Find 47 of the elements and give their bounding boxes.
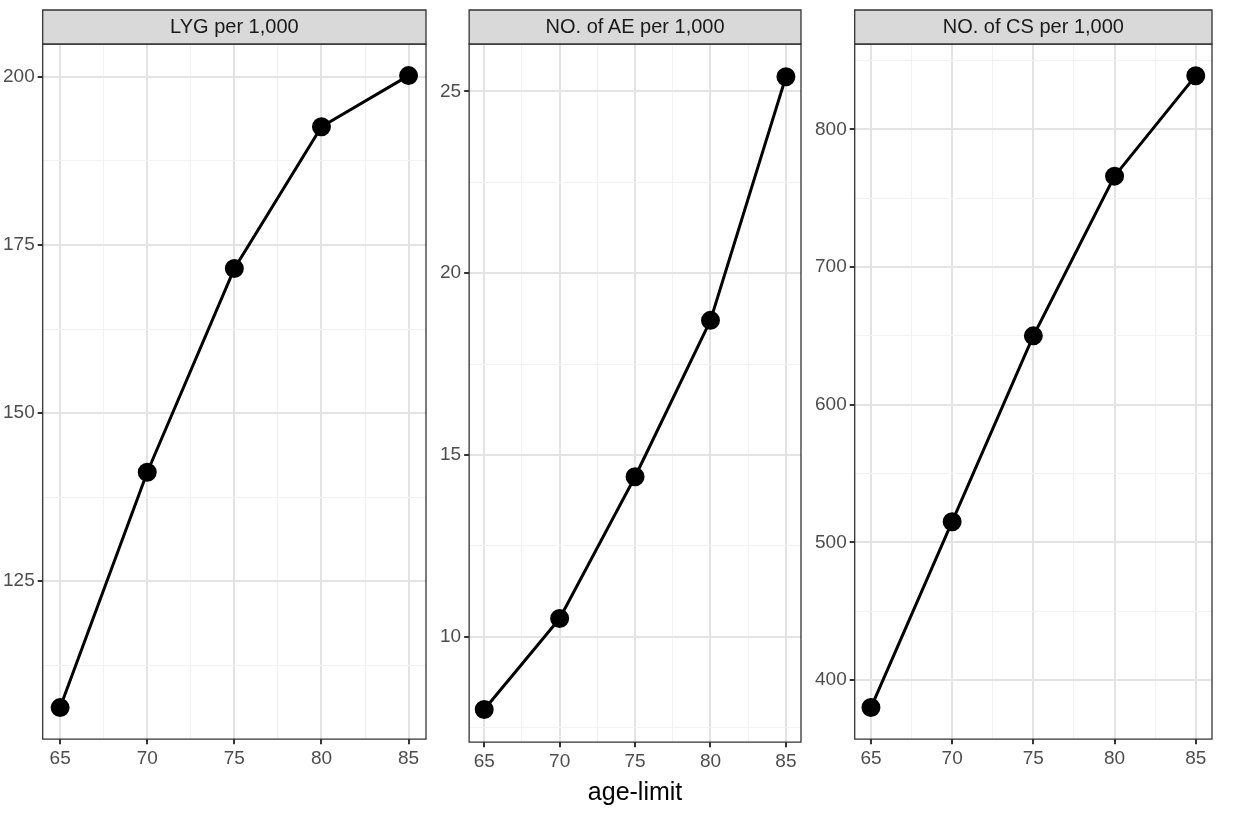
y-tick-label: 15 — [439, 443, 462, 465]
x-tick-label: 70 — [136, 746, 158, 768]
x-tick-label: 85 — [1185, 746, 1207, 768]
x-axis-title: age-limit — [587, 776, 683, 805]
y-tick-label: 500 — [815, 530, 847, 552]
x-tick-label: 85 — [775, 749, 797, 771]
x-tick-label: 65 — [860, 746, 882, 768]
point — [700, 310, 720, 330]
point — [861, 698, 881, 718]
point — [1186, 66, 1206, 86]
chart-title: LYG per 1,000 — [170, 14, 299, 37]
chart-title: NO. of CS per 1,000 — [942, 14, 1124, 37]
y-tick-label: 150 — [3, 401, 35, 423]
x-tick-label: 65 — [473, 749, 495, 771]
x-tick-label: 65 — [49, 746, 71, 768]
point — [1023, 326, 1043, 346]
y-tick-label: 800 — [815, 117, 847, 139]
x-tick-label: 70 — [549, 749, 571, 771]
x-tick-label: 80 — [1103, 746, 1126, 768]
point — [1105, 166, 1125, 186]
x-tick-label: 70 — [941, 746, 963, 768]
point — [625, 467, 645, 487]
y-tick-label: 25 — [439, 79, 462, 101]
point — [224, 259, 244, 279]
x-tick-label: 75 — [1022, 746, 1044, 768]
x-tick-label: 80 — [699, 749, 722, 771]
point — [942, 512, 962, 532]
y-tick-label: 600 — [815, 392, 847, 414]
y-tick-label: 20 — [439, 261, 462, 283]
point — [399, 66, 419, 86]
point — [50, 698, 70, 718]
y-tick-label: 125 — [3, 569, 35, 591]
x-tick-label: 85 — [398, 746, 420, 768]
point — [776, 67, 796, 87]
point — [550, 609, 570, 629]
y-tick-label: 10 — [439, 624, 462, 646]
y-tick-label: 200 — [3, 65, 35, 87]
point — [311, 117, 331, 137]
y-tick-label: 700 — [815, 255, 847, 277]
y-tick-label: 400 — [815, 668, 847, 690]
chart-title: NO. of AE per 1,000 — [545, 14, 725, 37]
x-tick-label: 80 — [310, 746, 333, 768]
y-tick-label: 175 — [3, 233, 35, 255]
point — [137, 462, 157, 482]
x-tick-label: 75 — [624, 749, 646, 771]
point — [474, 699, 494, 719]
x-tick-label: 75 — [223, 746, 245, 768]
